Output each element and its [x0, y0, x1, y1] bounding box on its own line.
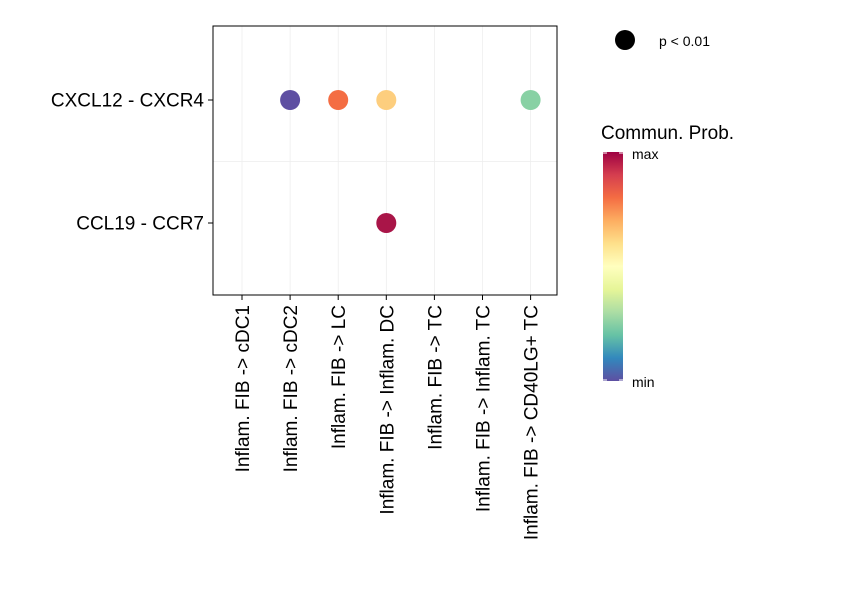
y-tick-label: CXCL12 - CXCR4: [51, 91, 205, 112]
color-bar: [603, 152, 623, 381]
x-axis: Inflam. FIB -> cDC1 Inflam. FIB -> cDC2 In…: [233, 295, 543, 540]
x-tick-label: Inflam. FIB -> Inflam. TC: [474, 305, 495, 512]
size-legend-key: [615, 30, 635, 50]
legend: p < 0.01 Commun. Prob. max min: [601, 30, 734, 390]
data-point: [520, 90, 541, 110]
data-point: [376, 90, 397, 110]
plot-panel-border: [212, 25, 558, 296]
color-bar-ticks: [603, 152, 623, 381]
data-point: [328, 90, 349, 110]
x-tick-label: Inflam. FIB -> LC: [329, 305, 350, 449]
data-points: [280, 90, 541, 233]
size-legend-label: p < 0.01: [659, 33, 710, 49]
data-point: [376, 213, 397, 233]
data-point: [280, 90, 301, 110]
y-tick-label: CCL19 - CCR7: [76, 214, 204, 235]
x-tick-label: Inflam. FIB -> cDC2: [281, 305, 302, 472]
color-legend-title: Commun. Prob.: [601, 123, 734, 144]
x-tick-label: Inflam. FIB -> TC: [425, 305, 446, 450]
color-legend-max-label: max: [632, 146, 658, 162]
x-tick-label: Inflam. FIB -> CD40LG+ TC: [522, 305, 543, 540]
grid-lines: [213, 26, 557, 295]
color-legend-min-label: min: [632, 374, 655, 390]
x-tick-label: Inflam. FIB -> cDC1: [233, 305, 254, 472]
y-axis: CXCL12 - CXCR4 CCL19 - CCR7: [51, 91, 213, 235]
x-tick-label: Inflam. FIB -> Inflam. DC: [377, 305, 398, 515]
